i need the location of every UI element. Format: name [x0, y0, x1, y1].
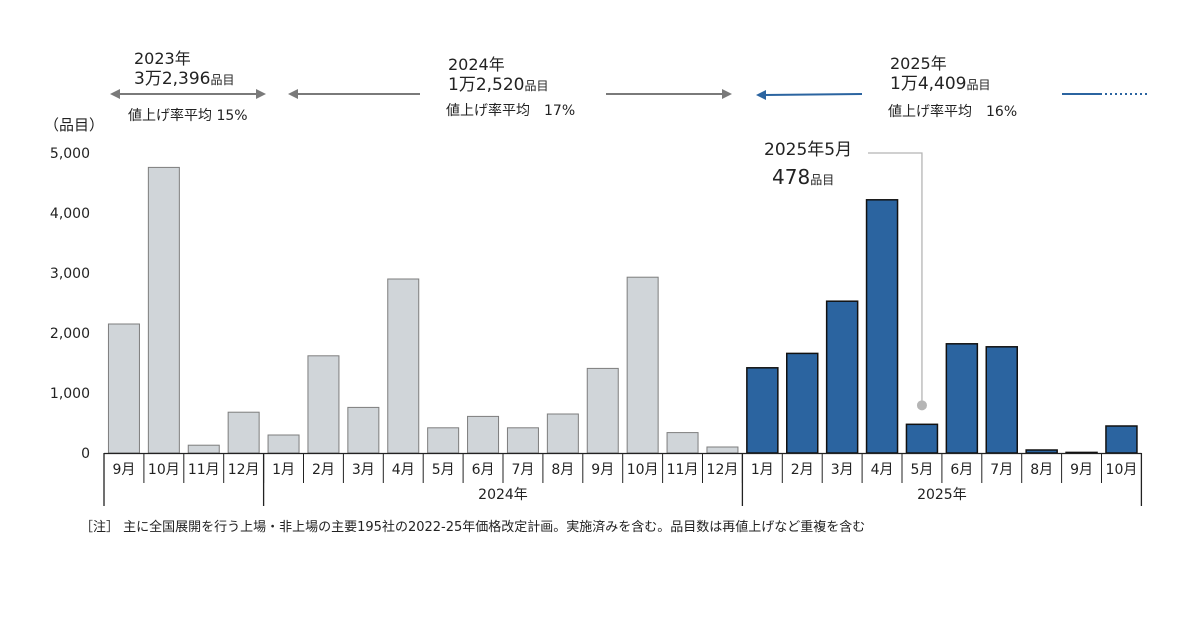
x-tick-label: 10月	[1106, 462, 1138, 478]
y-tick-label: 1,000	[50, 386, 90, 402]
x-tick-label: 3月	[352, 462, 375, 478]
year-summary-2025: 2025年 1万4,409品目 値上げ率平均 16%	[888, 54, 1017, 120]
y-tick-label: 4,000	[50, 206, 90, 222]
summary-2023-count: 3万2,396品目	[134, 69, 235, 89]
annotation-leader-line	[868, 152, 923, 406]
x-tick-label: 5月	[910, 462, 933, 478]
bar	[387, 278, 420, 454]
y-tick-label: 5,000	[50, 146, 90, 162]
arrow-2024-left	[288, 89, 420, 99]
x-group-label: 2025年	[917, 487, 967, 503]
arrow-2023-span	[110, 89, 266, 99]
x-tick-label: 4月	[871, 462, 894, 478]
bar	[865, 199, 899, 454]
x-tick-label: 5月	[432, 462, 455, 478]
x-tick-label: 4月	[392, 462, 415, 478]
annotation-value: 478品目	[772, 165, 834, 189]
bar	[147, 166, 180, 454]
x-tick-label: 7月	[990, 462, 1013, 478]
bar	[626, 276, 659, 454]
arrow-2025-left	[756, 90, 863, 100]
bar	[1025, 449, 1058, 454]
x-tick-label: 10月	[627, 462, 659, 478]
bar	[546, 413, 579, 454]
period-arrows	[110, 89, 1148, 100]
footnote: ［注］ 主に全国展開を行う上場・非上場の主要195社の2022-25年価格改定計…	[80, 519, 865, 535]
summary-2025-rate: 値上げ率平均 16%	[888, 103, 1017, 120]
bar	[227, 411, 260, 454]
y-axis-label: （品目）	[44, 116, 104, 134]
x-tick-label: 8月	[1030, 462, 1053, 478]
annotation-may-2025: 2025年5月 478品目	[764, 140, 927, 411]
x-tick-label: 1月	[751, 462, 774, 478]
summary-2023-year: 2023年	[134, 49, 191, 68]
bar	[905, 423, 939, 454]
summary-2024-rate: 値上げ率平均 17%	[446, 102, 575, 119]
x-tick-label: 7月	[511, 462, 534, 478]
year-summary-2024: 2024年 1万2,520品目 値上げ率平均 17%	[446, 55, 575, 119]
summary-2025-count: 1万4,409品目	[890, 74, 991, 94]
arrow-2024-right	[606, 89, 732, 99]
summary-2024-year: 2024年	[448, 55, 505, 74]
bar	[666, 432, 699, 454]
bar	[347, 406, 380, 454]
bar	[506, 427, 539, 454]
summary-2023-rate: 値上げ率平均 15%	[128, 107, 248, 124]
bar	[786, 352, 819, 454]
x-tick-label: 12月	[228, 462, 260, 478]
summary-2025-year: 2025年	[890, 54, 947, 73]
x-tick-label: 9月	[1070, 462, 1093, 478]
x-tick-label: 9月	[112, 462, 135, 478]
summary-2024-count: 1万2,520品目	[448, 75, 549, 95]
x-tick-label: 9月	[591, 462, 614, 478]
x-tick-label: 6月	[472, 462, 495, 478]
bar	[706, 446, 739, 454]
x-tick-label: 2月	[791, 462, 814, 478]
bar	[945, 343, 979, 454]
bar	[267, 434, 300, 454]
x-axis: 9月 10月 11月 12月 1月 2月 3月 4月 5月 6月 7月 8月 9月 10月 11月 12月 1月…	[103, 452, 1143, 506]
bar	[985, 346, 1018, 454]
x-tick-label: 8月	[551, 462, 574, 478]
bar	[746, 367, 779, 454]
x-tick-label: 1月	[272, 462, 295, 478]
y-tick-label: 2,000	[50, 326, 90, 342]
bar	[307, 355, 340, 454]
x-group-label: 2024年	[478, 487, 528, 503]
x-tick-label: 2月	[312, 462, 335, 478]
x-tick-label: 10月	[148, 462, 180, 478]
y-tick-label: 3,000	[50, 266, 90, 282]
bar	[586, 367, 619, 454]
annotation-dot	[916, 400, 927, 411]
x-tick-label: 11月	[667, 462, 699, 478]
bar	[427, 427, 460, 454]
bar	[107, 323, 140, 454]
y-tick-label: 0	[81, 446, 90, 462]
bar	[467, 415, 500, 454]
bar	[187, 444, 220, 454]
year-summary-2023: 2023年 3万2,396品目 値上げ率平均 15%	[128, 49, 248, 124]
bar	[825, 300, 859, 454]
x-tick-label: 11月	[188, 462, 220, 478]
bars	[107, 166, 1138, 454]
y-axis-ticks: 0 1,000 2,000 3,000 4,000 5,000	[50, 146, 90, 462]
annotation-label: 2025年5月	[764, 140, 852, 160]
x-tick-label: 6月	[950, 462, 973, 478]
x-tick-label: 3月	[831, 462, 854, 478]
x-tick-label: 12月	[707, 462, 739, 478]
bar	[1105, 425, 1138, 454]
